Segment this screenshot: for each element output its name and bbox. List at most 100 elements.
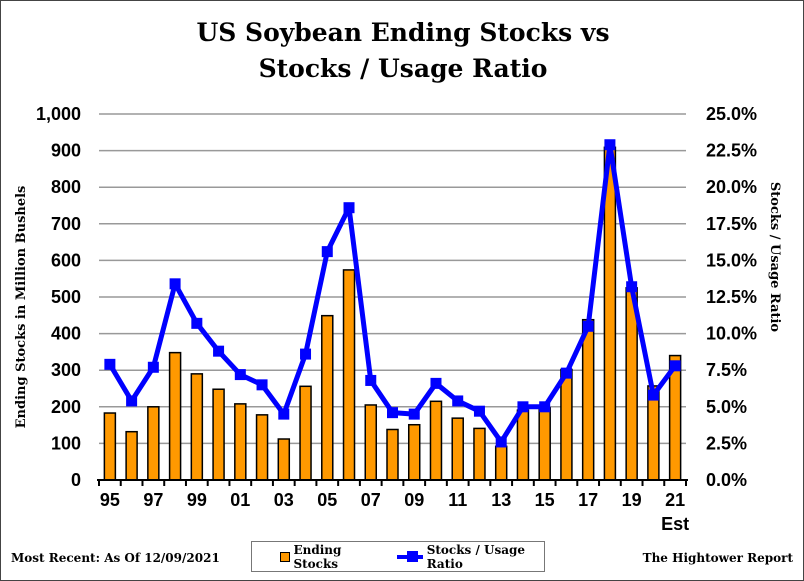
- bar-10: [429, 400, 443, 481]
- x-tick-label: 97: [143, 490, 163, 510]
- y-tick-label: 300: [51, 360, 81, 380]
- legend-ending-stocks: Ending Stocks: [293, 542, 342, 571]
- y2-tick-label: 5.0%: [706, 397, 747, 417]
- y2-axis-label: Stocks / Usage Ratio: [767, 182, 782, 333]
- x-tick-label: 19: [622, 490, 642, 510]
- ratio-point-05: [321, 246, 333, 258]
- y2-tick-label: 20.0%: [706, 177, 757, 197]
- ratio-point-99: [191, 317, 203, 329]
- bar-97: [147, 406, 160, 481]
- bar-12: [473, 427, 486, 481]
- y-tick-label: 700: [51, 214, 81, 234]
- ratio-point-97: [147, 361, 159, 373]
- x-tick-label: 17: [578, 490, 598, 510]
- bar-16: [560, 368, 573, 481]
- bar-02: [255, 414, 269, 481]
- ratio-point-98: [169, 278, 181, 290]
- bar-07: [364, 404, 378, 481]
- title-line-1: US Soybean Ending Stocks vs: [196, 18, 610, 47]
- ratio-point-19: [626, 281, 638, 293]
- bar-99: [190, 373, 204, 481]
- ratio-point-17: [582, 320, 594, 332]
- ratio-point-09: [408, 408, 420, 420]
- y-tick-label: 1,000: [36, 104, 81, 124]
- chart-title: US Soybean Ending Stocks vs Stocks / Usa…: [1, 15, 803, 87]
- bar-04: [299, 385, 312, 481]
- ratio-point-20: [647, 389, 659, 401]
- y-tick-label: 500: [51, 287, 81, 307]
- ratio-point-06: [343, 202, 355, 214]
- footer-source: The Hightower Report: [642, 551, 793, 565]
- ratio-point-13: [495, 436, 507, 448]
- bar-00: [212, 388, 225, 481]
- x-tick-label: 01: [230, 490, 250, 510]
- ratio-point-11: [452, 395, 464, 407]
- legend-bar-swatch: [280, 551, 291, 562]
- y2-tick-label: 25.0%: [706, 104, 757, 124]
- ratio-point-15: [539, 401, 551, 413]
- y-axis-label: Ending Stocks in Million Bushels: [14, 186, 29, 429]
- ratio-point-04: [300, 348, 312, 360]
- y-tick-label: 100: [51, 433, 81, 453]
- ratio-point-14: [517, 401, 529, 413]
- x-tick-label: 21: [665, 490, 685, 510]
- bar-05: [321, 314, 334, 481]
- x-tick-label: 07: [361, 490, 381, 510]
- ratio-point-08: [387, 407, 398, 419]
- x-tick-label: 95: [100, 490, 120, 510]
- y-tick-label: 200: [51, 397, 81, 417]
- ratio-point-96: [126, 395, 138, 407]
- y-tick-label: 400: [51, 324, 81, 344]
- x-est-label: Est: [661, 514, 689, 534]
- bar-15: [538, 407, 551, 481]
- ratio-point-16: [560, 367, 572, 379]
- bar-14: [516, 409, 530, 481]
- bar-95: [103, 412, 117, 481]
- y2-tick-label: 0.0%: [706, 470, 747, 490]
- bar-06: [342, 269, 356, 481]
- y-tick-label: 900: [51, 141, 81, 161]
- bar-09: [407, 423, 421, 481]
- title-line-2: Stocks / Usage Ratio: [258, 54, 548, 83]
- ratio-point-95: [104, 358, 116, 370]
- x-tick-label: 05: [317, 490, 337, 510]
- x-tick-label: 11: [448, 490, 467, 510]
- y2-tick-label: 22.5%: [706, 141, 757, 161]
- bar-96: [125, 430, 138, 481]
- bar-08: [386, 428, 399, 481]
- y-tick-label: 600: [51, 250, 81, 270]
- ratio-point-03: [278, 408, 290, 420]
- ratio-point-12: [473, 405, 485, 417]
- bar-17: [581, 318, 595, 481]
- x-tick-label: 09: [404, 490, 424, 510]
- bar-13: [494, 445, 508, 481]
- y2-tick-label: 10.0%: [706, 324, 757, 344]
- x-tick-label: 15: [535, 490, 555, 510]
- footer-date: Most Recent: As Of 12/09/2021: [11, 551, 220, 565]
- y-tick-label: 800: [51, 177, 81, 197]
- ratio-point-07: [365, 374, 377, 386]
- bar-11: [451, 417, 464, 481]
- bar-98: [168, 351, 182, 481]
- y2-tick-label: 12.5%: [706, 287, 757, 307]
- y2-tick-label: 2.5%: [706, 433, 747, 453]
- legend-ratio: Stocks / Usage Ratio: [426, 542, 526, 571]
- x-tick-label: 13: [491, 490, 511, 510]
- legend-line-swatch: [397, 550, 423, 562]
- y-tick-label: 0: [71, 470, 81, 490]
- ratio-point-00: [213, 345, 225, 357]
- y2-tick-label: 17.5%: [706, 214, 757, 234]
- ratio-point-21: [669, 360, 681, 372]
- y2-tick-label: 7.5%: [706, 360, 747, 380]
- legend: Ending Stocks Stocks / Usage Ratio: [251, 541, 545, 572]
- x-tick-label: 99: [187, 490, 207, 510]
- y2-tick-label: 15.0%: [706, 250, 757, 270]
- ratio-point-18: [604, 139, 616, 151]
- ratio-point-02: [256, 379, 268, 391]
- x-tick-label: 03: [274, 490, 294, 510]
- bar-03: [277, 438, 291, 481]
- bar-01: [234, 403, 247, 481]
- ratio-point-01: [234, 369, 246, 381]
